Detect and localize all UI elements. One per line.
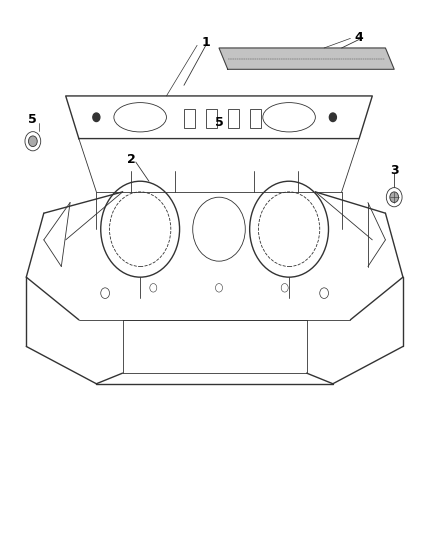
Bar — [206, 109, 217, 128]
Text: 3: 3 — [390, 164, 399, 177]
Text: 1: 1 — [201, 36, 210, 49]
Polygon shape — [219, 48, 394, 69]
Circle shape — [329, 113, 336, 122]
Bar — [228, 109, 239, 128]
Text: 4: 4 — [355, 31, 364, 44]
Circle shape — [390, 192, 399, 203]
Text: 2: 2 — [127, 154, 136, 166]
Circle shape — [93, 113, 100, 122]
Bar — [250, 109, 261, 128]
Text: 5: 5 — [215, 116, 223, 129]
Bar — [184, 109, 195, 128]
Circle shape — [28, 136, 37, 147]
Text: 5: 5 — [28, 114, 37, 126]
